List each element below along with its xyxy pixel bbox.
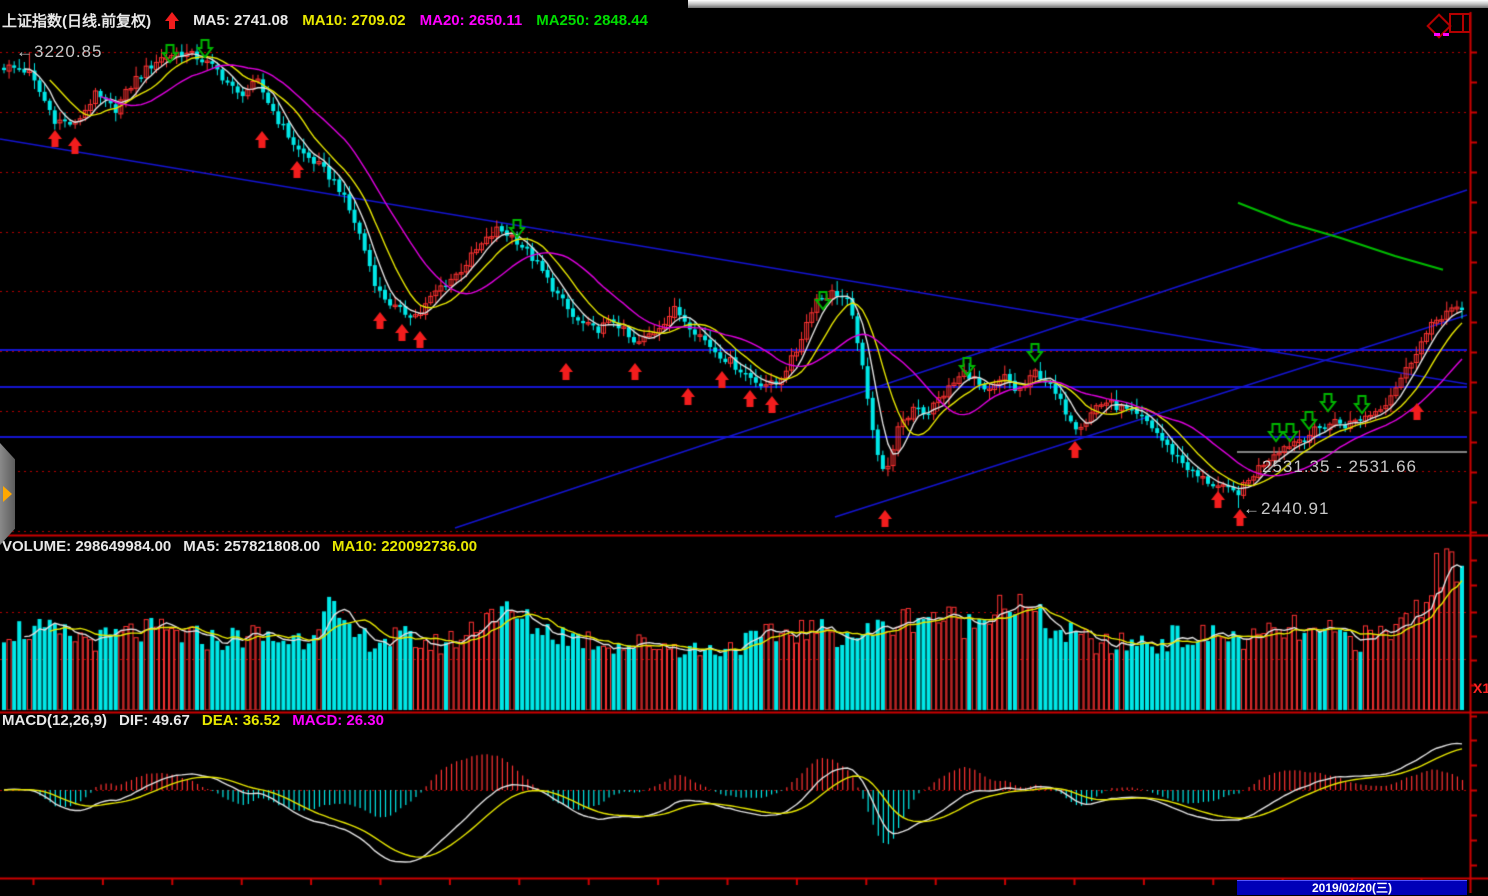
ma20-indicator: MA20: 2650.11 bbox=[419, 12, 523, 29]
date-axis-label: 2019/02/20(三) bbox=[1237, 880, 1467, 895]
magenta-marker bbox=[1434, 33, 1440, 36]
split-window-icon[interactable] bbox=[1449, 13, 1471, 33]
dif-value: DIF: 49.67 bbox=[119, 712, 190, 729]
window-top-edge bbox=[688, 0, 1488, 8]
macd-header: MACD(12,26,9) DIF: 49.67 DEA: 36.52 MACD… bbox=[2, 712, 384, 729]
period-high-annotation: ←3220.85 bbox=[16, 42, 102, 62]
volume-header: VOLUME: 298649984.00 MA5: 257821808.00 M… bbox=[2, 538, 477, 555]
macd-value: MACD: 26.30 bbox=[292, 712, 384, 729]
period-low-annotation: ←2440.91 bbox=[1243, 499, 1329, 519]
symbol-title: 上证指数(日线.前复权) bbox=[2, 13, 152, 30]
sidebar-slide-handle[interactable] bbox=[0, 443, 15, 545]
ma5-indicator: MA5: 2741.08 bbox=[193, 12, 289, 29]
period-low-value: 2440.91 bbox=[1261, 499, 1330, 518]
gap-range-annotation: 2531.35 - 2531.66 bbox=[1262, 457, 1418, 476]
left-arrow-icon: ← bbox=[1243, 499, 1261, 518]
dea-value: DEA: 36.52 bbox=[201, 712, 281, 729]
up-arrow-icon bbox=[165, 12, 180, 29]
volume-ma5: MA5: 257821808.00 bbox=[183, 538, 321, 555]
expand-right-icon bbox=[3, 486, 12, 502]
period-high-value: 3220.85 bbox=[34, 42, 103, 61]
macd-params: MACD(12,26,9) bbox=[2, 712, 108, 729]
volume-value: VOLUME: 298649984.00 bbox=[2, 538, 172, 555]
left-arrow-icon: ← bbox=[16, 42, 34, 61]
ma10-indicator: MA10: 2709.02 bbox=[302, 12, 406, 29]
split-window-icon-divider bbox=[1462, 15, 1464, 31]
ma250-indicator: MA250: 2848.44 bbox=[536, 12, 648, 29]
volume-ma10: MA10: 220092736.00 bbox=[332, 538, 478, 555]
volume-scale-label: X1 bbox=[1473, 680, 1488, 696]
chart-header: 上证指数(日线.前复权) MA5: 2741.08 MA10: 2709.02 … bbox=[2, 10, 648, 31]
magenta-marker bbox=[1443, 33, 1449, 36]
